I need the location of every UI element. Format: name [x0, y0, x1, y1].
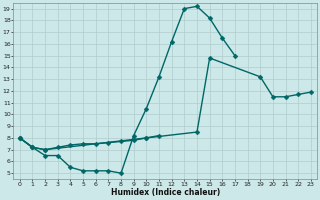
- X-axis label: Humidex (Indice chaleur): Humidex (Indice chaleur): [111, 188, 220, 197]
